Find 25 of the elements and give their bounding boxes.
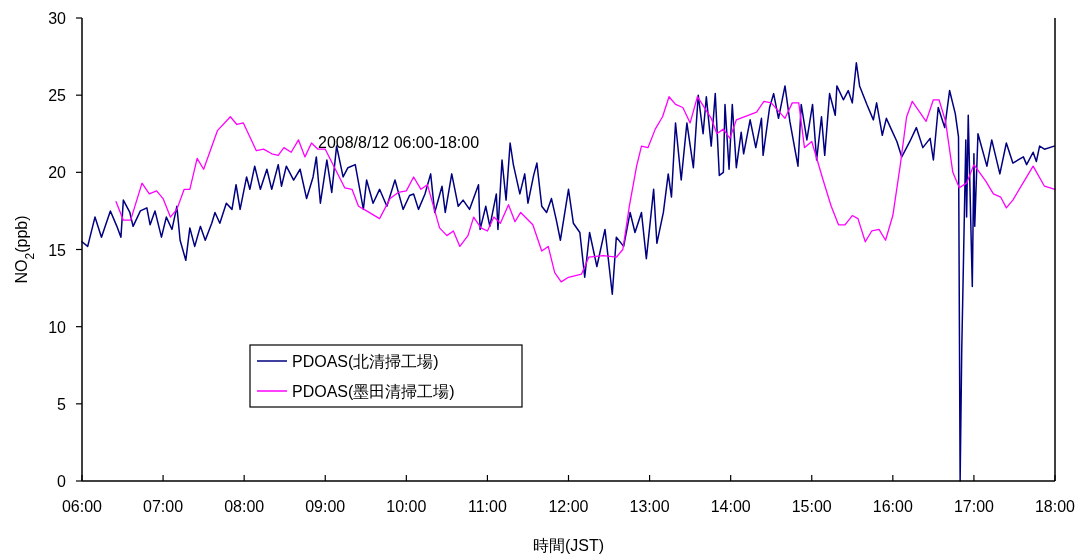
x-tick-label: 10:00 (386, 498, 427, 515)
x-tick-label: 11:00 (467, 498, 507, 515)
y-tick-label: 20 (48, 164, 67, 182)
legend-label: PDOAS(北清掃工場) (292, 353, 439, 370)
y-tick-label: 0 (57, 473, 67, 490)
y-tick-label: 10 (48, 318, 67, 336)
x-tick-label: 08:00 (224, 498, 265, 515)
x-tick-label: 18:00 (1034, 498, 1076, 515)
annotation: 2008/8/12 06:00-18:00 (318, 134, 480, 151)
y-tick-label: 15 (48, 241, 67, 259)
line-series (115, 96, 1056, 283)
y-tick-label: 30 (48, 10, 67, 27)
x-tick-label: 14:00 (710, 498, 751, 515)
x-tick-label: 15:00 (791, 498, 832, 515)
x-tick-label: 12:00 (548, 498, 589, 515)
x-tick-label: 06:00 (61, 498, 103, 515)
x-tick-label: 07:00 (143, 498, 184, 515)
x-tick-label: 13:00 (629, 498, 670, 515)
x-tick-label: 16:00 (872, 498, 913, 515)
y-tick-label: 25 (48, 87, 67, 105)
x-tick-label: 17:00 (953, 498, 995, 515)
legend-label: PDOAS(墨田清掃工場) (292, 383, 455, 400)
y-tick-label: 5 (57, 395, 67, 413)
x-tick-label: 09:00 (305, 498, 346, 515)
x-axis-title: 時間(JST) (532, 537, 605, 554)
